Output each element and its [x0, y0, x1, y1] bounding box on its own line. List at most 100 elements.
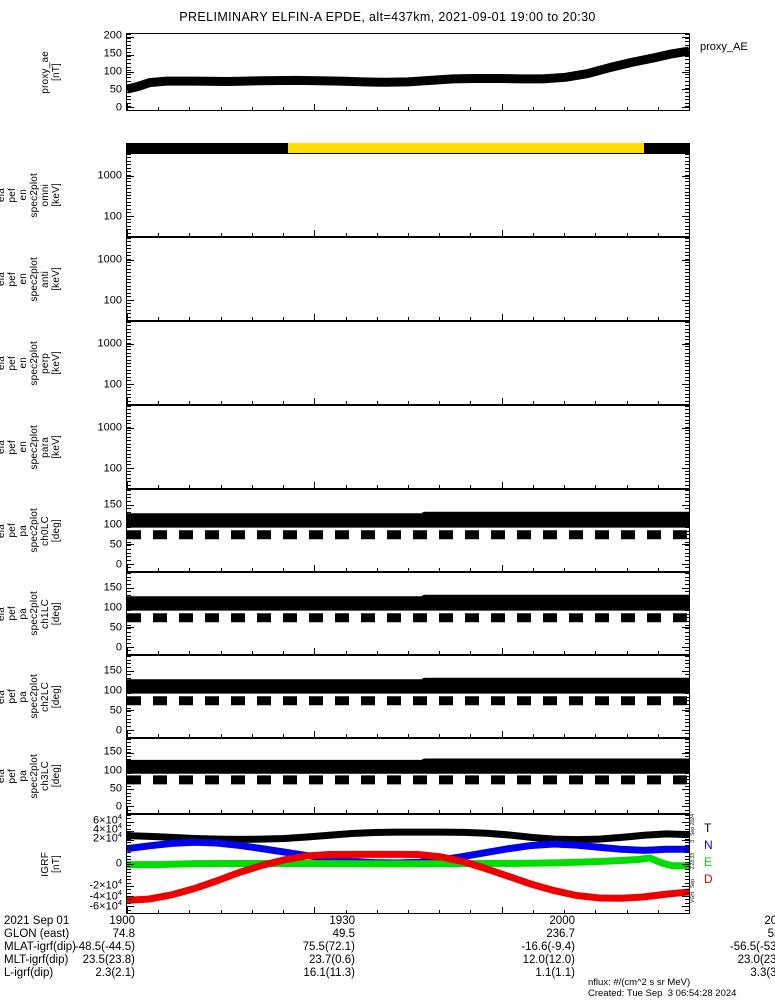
series-loss-cone-upper	[127, 599, 689, 601]
y-axis-title-word: pa	[18, 770, 29, 782]
y-tick-label: 100	[103, 294, 122, 307]
y-axis-title-pa-ch0lc: ela pef pa spec2plot ch0LC [deg]	[0, 489, 62, 572]
y-tick-label: 0	[115, 101, 122, 114]
y-axis-title-word: spec2plot	[29, 172, 40, 218]
table-cell: -16.6(-9.4)	[521, 941, 575, 953]
y-axis-title-word: pef	[7, 355, 18, 371]
table-row-label: L-igrf(dip)	[4, 967, 54, 979]
plot-panel-en-para	[126, 405, 690, 489]
table-cell: 53.5	[767, 928, 775, 940]
y-axis-title-en-anti: ela pef en spec2plot anti [keV]	[0, 237, 62, 321]
table-cell: 2000	[549, 915, 575, 927]
y-tick-label: 4×104	[93, 820, 122, 836]
y-axis-title-word: pef	[7, 187, 18, 203]
y-axis-title-igrf: IGRF [nT]	[40, 814, 62, 914]
y-axis-labels-igrf: 6×104 4×104 2×104 0 -2×104 -4×104 -6×104	[64, 811, 122, 914]
y-tick-label: 2×104	[93, 829, 122, 845]
y-tick-label: 150	[103, 664, 122, 677]
y-axis-title-word: ela	[0, 272, 7, 286]
plot-area-en-para	[127, 406, 689, 488]
data-coverage-status-bar	[126, 143, 690, 153]
status-segment	[643, 143, 690, 153]
table-cell: 1930	[329, 915, 355, 927]
y-tick-label: -6×104	[89, 897, 122, 913]
table-row-label: 2021 Sep 01	[4, 915, 70, 927]
y-axis-labels-en-perp: 1000 100	[64, 321, 122, 405]
table-cell: 16.1(11.3)	[303, 967, 355, 979]
plot-area-proxy-ae	[127, 34, 689, 110]
table-cell: -48.5(-44.5)	[74, 941, 135, 953]
y-tick-label: 50	[109, 782, 122, 795]
y-axis-title-word: [deg]	[51, 764, 62, 788]
y-axis-title-word: IGRF	[40, 851, 51, 877]
igrf-legend-item-n: N	[704, 838, 713, 852]
igrf-legend-item-d: D	[704, 872, 713, 886]
y-axis-labels-pa-ch1lc: 150 100 50 0	[64, 572, 122, 655]
plot-area-pa-ch0lc	[127, 490, 689, 571]
y-tick-label: 0	[115, 724, 122, 737]
y-axis-title-pa-ch2lc: ela pef pa spec2plot ch2LC [deg]	[0, 655, 62, 738]
igrf-legend-item-e: E	[704, 855, 713, 869]
plot-area-pa-ch2lc	[127, 656, 689, 737]
table-row: GLON (east) 74.8 49.5 236.7 53.5	[0, 928, 775, 941]
series-loss-cone-upper	[127, 763, 689, 764]
y-axis-title-word: ch1LC	[40, 598, 51, 629]
y-axis-title-word: pef	[7, 606, 18, 621]
y-axis-title-word: ela	[0, 356, 7, 370]
y-axis-title-word: spec2plot	[29, 591, 40, 636]
y-tick-label: 1000	[97, 253, 122, 266]
y-axis-title-word: pef	[7, 689, 18, 704]
y-axis-title-word: [deg]	[51, 518, 62, 543]
y-tick-label: 150	[103, 47, 122, 60]
table-cell: 1900	[109, 915, 135, 927]
table-cell: 2.3(2.1)	[95, 967, 135, 979]
table-cell: 49.5	[332, 928, 355, 940]
footer-credits: nflux: #/(cm^2 s sr MeV) Created: Tue Sep…	[588, 977, 736, 999]
table-row-label: GLON (east)	[4, 928, 70, 940]
igrf-mini-tick-label: 2024	[690, 814, 696, 826]
plot-panel-pa-ch0lc	[126, 489, 690, 572]
table-cell: 75.5(72.1)	[302, 941, 355, 953]
plot-area-pa-ch3lc	[127, 739, 689, 813]
plot-area-en-anti	[127, 238, 689, 320]
plot-panel-proxy-ae	[126, 33, 690, 111]
y-axis-title-pa-ch1lc: ela pef pa spec2plot ch1LC [deg]	[0, 572, 62, 655]
table-row: 2021 Sep 01 1900 1930 2000 2030	[0, 915, 775, 928]
y-axis-title-word: perp	[40, 352, 51, 374]
igrf-mini-tick-label: Sep	[690, 827, 696, 836]
y-axis-title-word: pef	[7, 439, 18, 455]
y-tick-label: 0	[115, 641, 122, 654]
y-axis-labels-en-omni: 1000 100	[64, 153, 122, 237]
y-axis-title-word: para	[40, 436, 51, 458]
y-axis-title-word: pef	[7, 271, 18, 287]
igrf-mini-tick-label: Z	[690, 866, 696, 870]
y-tick-label: 0	[115, 558, 122, 571]
igrf-mini-tick-label: 3	[690, 840, 696, 843]
y-tick-label: 150	[103, 745, 122, 758]
y-axis-title-word: pef	[7, 768, 18, 784]
y-axis-title-word: ch3LC	[40, 761, 51, 791]
y-axis-title-word: proxy_ae	[40, 50, 51, 94]
y-axis-title-word: pa	[18, 690, 29, 703]
plot-panel-pa-ch3lc	[126, 738, 690, 814]
y-tick-label: 150	[103, 581, 122, 594]
igrf-mini-tick-label: VGH	[690, 892, 696, 903]
plot-area-en-perp	[127, 322, 689, 404]
y-tick-label: 200	[103, 29, 122, 42]
igrf-mini-tick-label: 23:33	[690, 853, 696, 866]
y-tick-label: 6×104	[93, 811, 122, 827]
table-cell: 74.8	[112, 928, 135, 940]
y-axis-title-word: spec2plot	[29, 674, 40, 719]
y-axis-title-word: [keV]	[51, 435, 62, 459]
footer-line: Created: Tue Sep 3 06:54:28 2024	[588, 988, 737, 999]
plot-panel-en-omni	[126, 153, 690, 237]
y-tick-label: 1000	[97, 169, 122, 182]
y-axis-title-word: [keV]	[51, 351, 62, 375]
y-axis-title-word: pa	[18, 524, 29, 537]
y-axis-title-word: en	[18, 357, 29, 369]
y-axis-title-word: ela	[0, 523, 7, 538]
series-d	[127, 854, 689, 900]
status-segment	[288, 143, 644, 153]
